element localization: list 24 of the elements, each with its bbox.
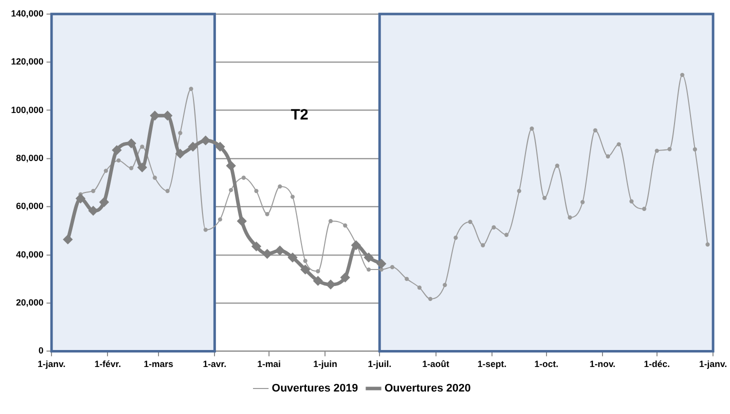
x-tick-label: 1-août [422, 359, 450, 370]
x-tick-label: 1-juil. [368, 359, 392, 370]
annotation: T2 [290, 106, 308, 124]
legend-label: Ouvertures 2019 [272, 382, 358, 395]
legend-label: Ouvertures 2020 [384, 382, 471, 395]
x-tick-label: 1-oct. [534, 359, 558, 370]
y-tick-label: 20,000 [16, 298, 44, 308]
x-tick-label: 1-nov. [590, 359, 616, 370]
y-tick-label: 80,000 [16, 153, 44, 163]
x-tick-label: 1-déc. [644, 359, 670, 370]
y-tick-label: 120,000 [10, 56, 44, 67]
x-tick-label: 1-mars [144, 359, 174, 370]
x-tick-label: 1-juin [313, 359, 338, 370]
x-tick-label: 1-janv. [699, 359, 727, 370]
y-tick-label: 60,000 [16, 201, 44, 212]
x-tick-label: 1-mai [257, 359, 281, 370]
y-tick-label: 0 [38, 346, 44, 356]
x-tick-label: 1-sept. [477, 359, 506, 370]
x-tick-label: 1-avr. [202, 359, 226, 370]
y-tick-label: 100,000 [10, 104, 44, 115]
x-tick-label: 1-janv. [38, 359, 66, 370]
y-tick-label: 40,000 [16, 249, 44, 260]
x-tick-label: 1-févr. [94, 359, 121, 370]
y-tick-label: 140,000 [10, 8, 44, 18]
